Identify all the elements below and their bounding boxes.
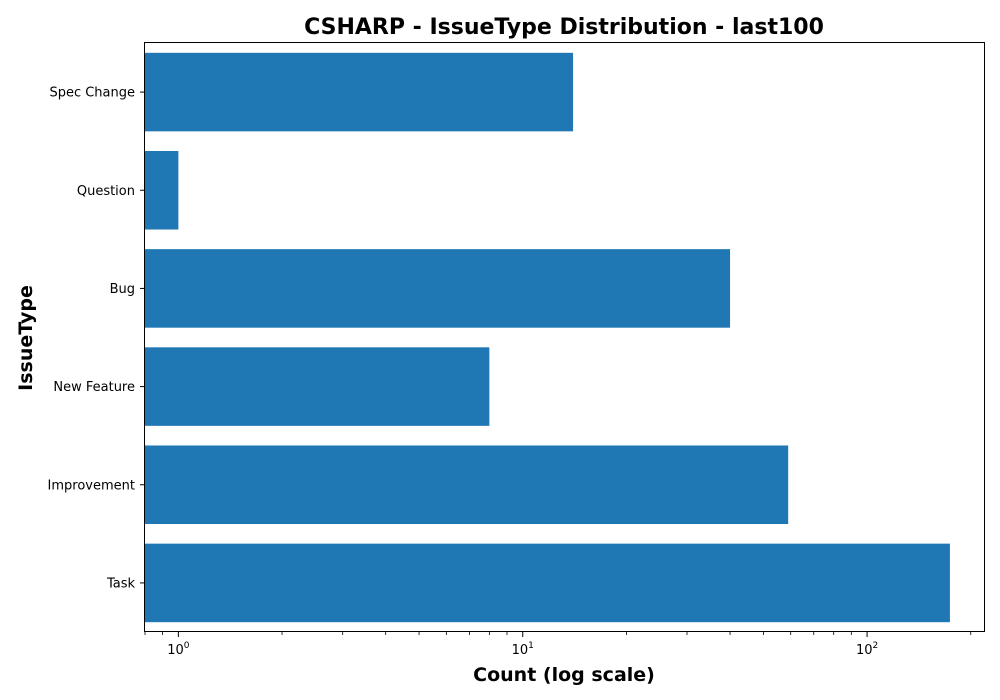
x-axis-ticks: 100 101 102 bbox=[144, 632, 972, 658]
y-tick-label-new-feature: New Feature bbox=[53, 380, 135, 395]
plot-frame bbox=[144, 42, 985, 632]
bar-bug bbox=[145, 249, 731, 328]
x-tick-exponent: 1 bbox=[528, 641, 534, 651]
bar-improvement bbox=[145, 445, 789, 525]
x-axis-label: Count (log scale) bbox=[473, 664, 655, 686]
y-tick-label-task: Task bbox=[106, 576, 136, 591]
y-tick-label-improvement: Improvement bbox=[48, 478, 135, 493]
y-tick-label-question: Question bbox=[77, 184, 135, 199]
x-tick-base: 10 bbox=[856, 643, 873, 658]
x-tick-exponent: 0 bbox=[184, 641, 190, 651]
bar-task bbox=[145, 543, 950, 623]
x-tick-base: 10 bbox=[512, 643, 529, 658]
bars-group bbox=[145, 52, 950, 623]
chart-title: CSHARP - IssueType Distribution - last10… bbox=[304, 15, 824, 40]
bar-new-feature bbox=[145, 347, 490, 426]
x-tick-label-1: 101 bbox=[512, 641, 534, 658]
bar-spec-change bbox=[145, 52, 574, 132]
y-tick-label-spec-change: Spec Change bbox=[49, 86, 135, 101]
y-axis-label: IssueType bbox=[15, 285, 37, 391]
bar-question bbox=[145, 150, 179, 230]
y-axis-ticks: Spec Change Question Bug New Feature Improve… bbox=[48, 86, 145, 591]
x-tick-label-0: 100 bbox=[167, 641, 190, 658]
x-tick-label-2: 102 bbox=[856, 641, 878, 658]
x-tick-exponent: 2 bbox=[872, 641, 878, 651]
y-tick-label-bug: Bug bbox=[110, 282, 135, 297]
x-tick-base: 10 bbox=[167, 643, 184, 658]
